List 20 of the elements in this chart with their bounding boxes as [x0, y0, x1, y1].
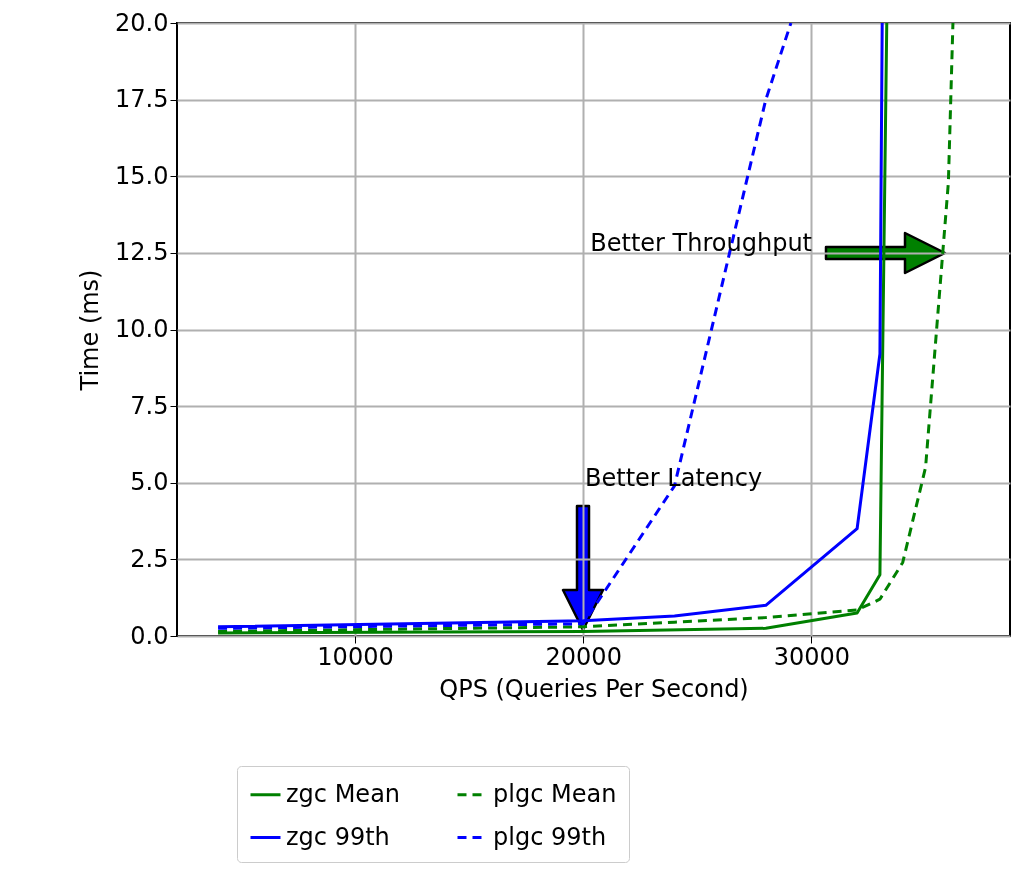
legend-label: zgc 99th	[286, 822, 390, 851]
x-tick-label: 10000	[317, 642, 394, 671]
y-tick-label: 12.5	[115, 238, 169, 267]
y-tick-label: 0.0	[130, 621, 169, 650]
y-tick-label: 15.0	[115, 161, 169, 190]
y-axis-title: Time (ms)	[76, 269, 105, 392]
y-tick-label: 2.5	[130, 544, 169, 573]
y-tick-label: 10.0	[115, 315, 169, 343]
annotation: Better Throughput	[590, 229, 812, 257]
x-axis-title: QPS (Queries Per Second)	[439, 674, 749, 703]
x-tick-label: 20000	[545, 642, 622, 671]
legend-label: plgc 99th	[493, 822, 607, 851]
y-tick-label: 5.0	[130, 468, 169, 497]
y-tick-label: 17.5	[115, 85, 169, 114]
annotation: Better Latency	[585, 464, 763, 492]
y-tick-label: 20.0	[115, 8, 169, 37]
legend-label: zgc Mean	[286, 779, 401, 808]
legend-label: plgc Mean	[493, 779, 617, 808]
y-tick-label: 7.5	[130, 391, 169, 420]
x-tick-label: 30000	[773, 642, 851, 671]
